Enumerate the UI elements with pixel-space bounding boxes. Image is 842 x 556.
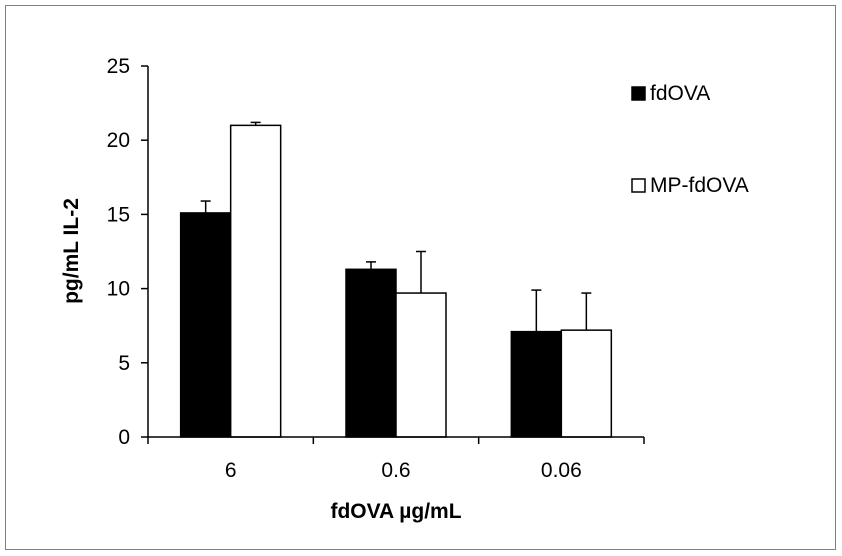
y-tick-label: 10	[107, 278, 130, 301]
legend-label: MP-fdOVA	[650, 174, 749, 197]
legend-swatch	[631, 86, 646, 101]
y-tick-label: 15	[107, 203, 130, 226]
x-axis-title: fdOVA µg/mL	[330, 500, 461, 523]
bar-mp-fdova	[560, 329, 613, 438]
legend-swatch	[631, 178, 646, 193]
bar-fdova	[179, 212, 232, 438]
plot-area: 0 5 10 15 20 25 6 0.6 0.06	[107, 55, 645, 482]
y-axis-title: pg/mL IL-2	[60, 198, 83, 304]
legend-label: fdOVA	[650, 82, 710, 105]
y-tick-label: 25	[107, 55, 130, 78]
bar-mp-fdova	[395, 292, 447, 438]
x-tick-label: 6	[225, 459, 237, 482]
x-tick-label: 0.6	[381, 459, 410, 482]
y-tick-label: 5	[118, 352, 130, 375]
y-tick-label: 20	[107, 129, 130, 152]
x-tick-label: 0.06	[541, 459, 582, 482]
bar-fdova	[345, 268, 397, 438]
y-tick-label: 0	[118, 426, 130, 449]
bar-fdova	[510, 330, 563, 438]
legend: fdOVA MP-fdOVA	[631, 82, 749, 197]
bar-mp-fdova	[229, 124, 282, 438]
